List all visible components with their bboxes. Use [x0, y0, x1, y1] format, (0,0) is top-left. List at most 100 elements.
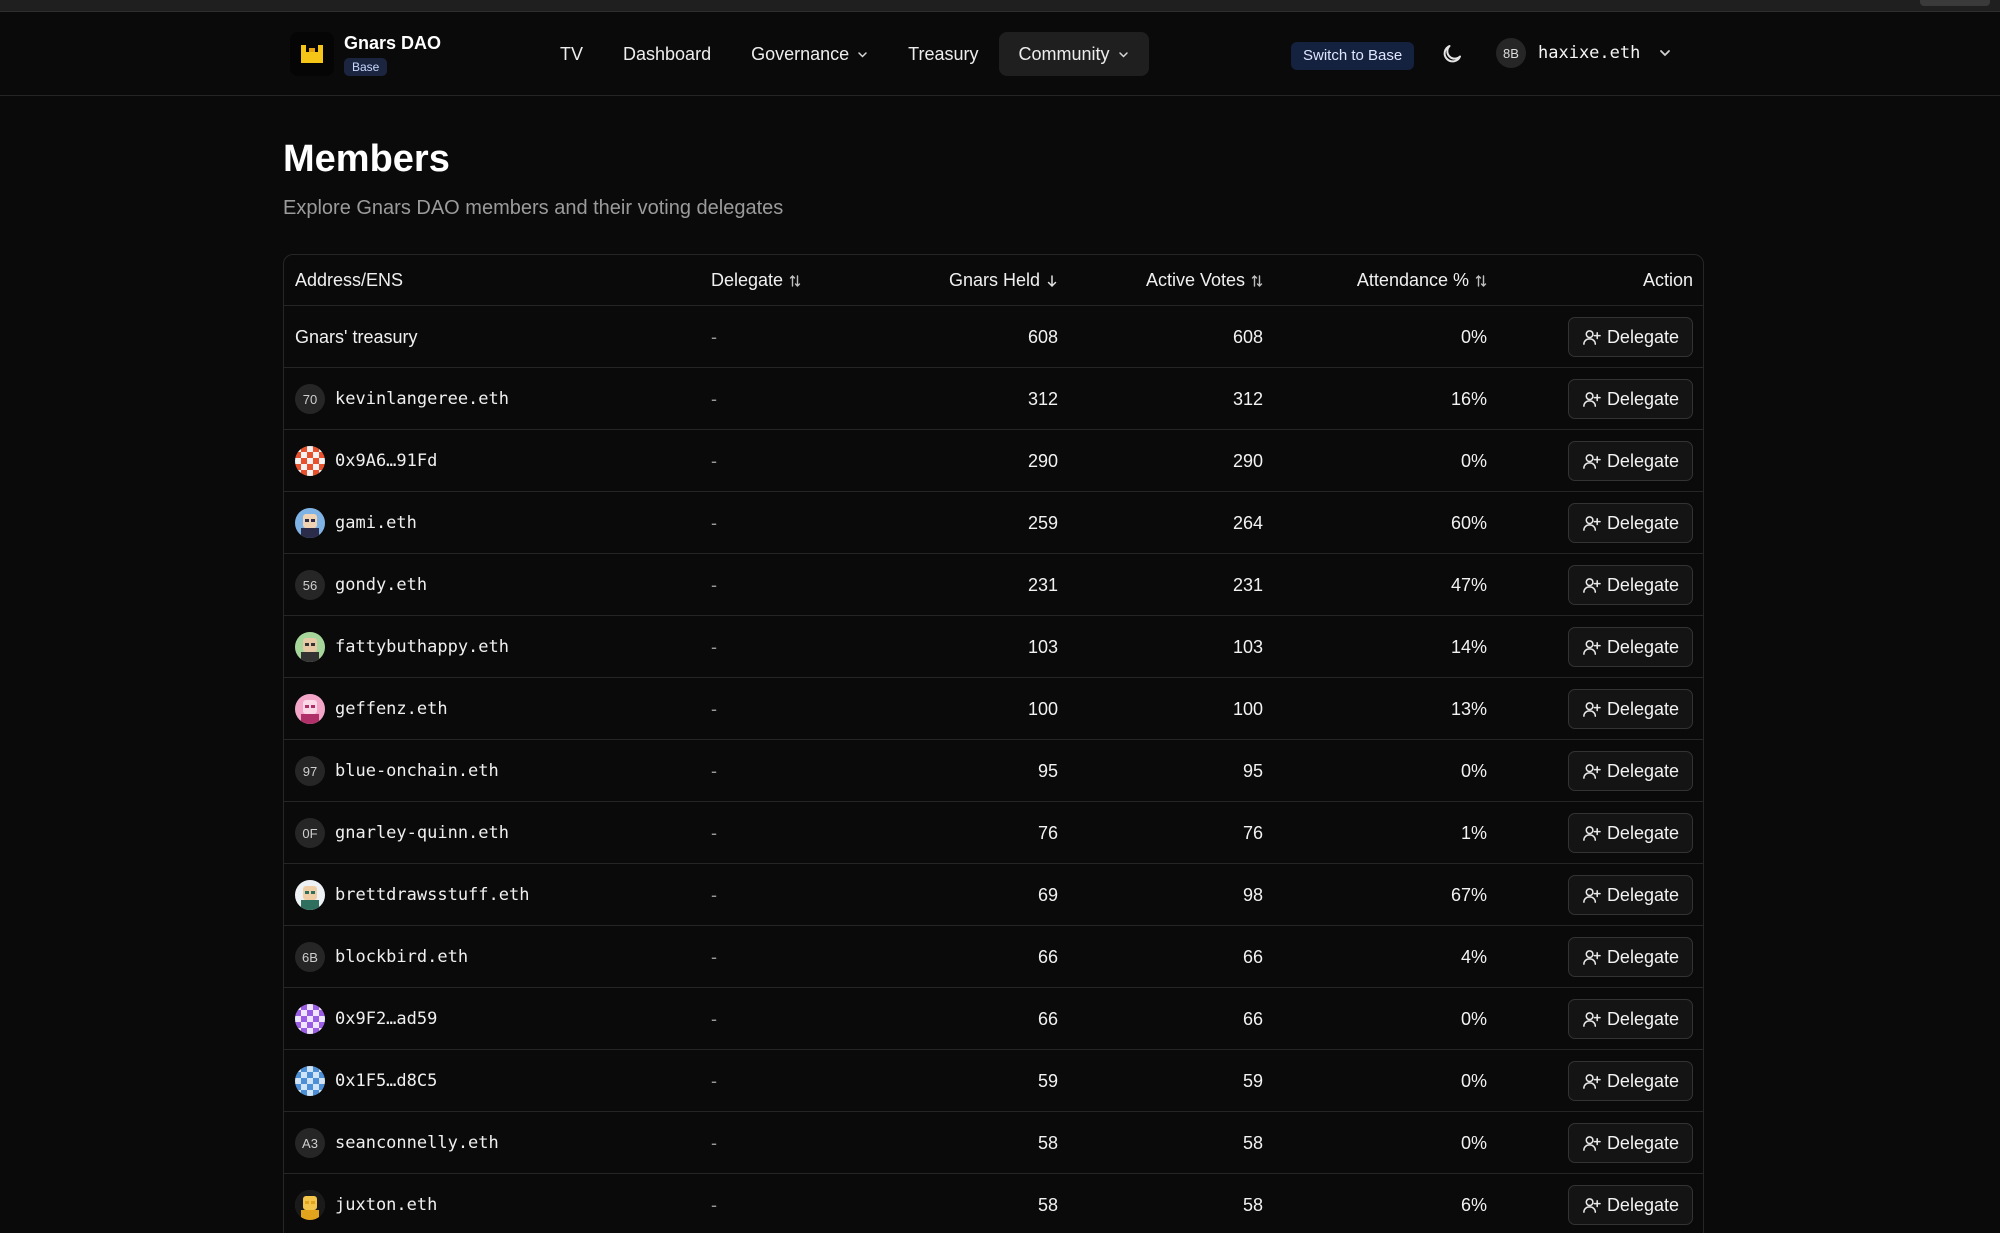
account-menu[interactable]: 8B haxixe.eth — [1496, 38, 1672, 68]
avatar — [295, 694, 325, 724]
attendance-cell: 0% — [1460, 1008, 1487, 1029]
table-row: 0x9A6…91Fd - 290 290 0% Delegate — [284, 430, 1703, 492]
chevron-down-icon — [1118, 51, 1128, 58]
gnars-held-cell: 66 — [1037, 1008, 1058, 1029]
table-row: 56 gondy.eth - 231 231 47% Delegate — [284, 554, 1703, 616]
delegate-button-label: Delegate — [1606, 946, 1679, 967]
user-plus-icon — [1583, 391, 1601, 407]
table-row: 0F gnarley-quinn.eth - 76 76 1% Delegate — [284, 802, 1703, 864]
delegate-button-label: Delegate — [1606, 760, 1679, 781]
address-cell[interactable]: fattybuthappy.eth — [295, 616, 509, 678]
delegate-button-label: Delegate — [1606, 1132, 1679, 1153]
attendance-cell: 67% — [1450, 884, 1487, 905]
delegate-button-label: Delegate — [1606, 884, 1679, 905]
delegate-button[interactable]: Delegate — [1567, 565, 1693, 605]
delegate-button[interactable]: Delegate — [1567, 317, 1693, 357]
attendance-cell: 13% — [1450, 698, 1487, 719]
active-votes-cell: 95 — [1242, 760, 1263, 781]
header-active-votes[interactable]: Active Votes — [1146, 255, 1263, 306]
user-plus-icon — [1583, 1135, 1601, 1151]
user-plus-icon — [1583, 639, 1601, 655]
address-cell[interactable]: gami.eth — [295, 492, 417, 554]
member-address: 0x9A6…91Fd — [335, 451, 438, 471]
sort-icon — [1251, 274, 1263, 287]
attendance-cell: 6% — [1460, 1194, 1487, 1215]
member-address: kevinlangeree.eth — [335, 389, 509, 409]
delegate-button[interactable]: Delegate — [1567, 503, 1693, 543]
delegate-button[interactable]: Delegate — [1567, 627, 1693, 667]
nav-item-treasury[interactable]: Treasury — [888, 32, 998, 76]
delegate-cell: - — [711, 1070, 717, 1091]
gnars-held-cell: 69 — [1037, 884, 1058, 905]
attendance-cell: 47% — [1450, 574, 1487, 595]
gnars-held-cell: 608 — [1027, 326, 1058, 347]
address-cell[interactable]: Gnars' treasury — [295, 306, 417, 368]
active-votes-cell: 66 — [1242, 1008, 1263, 1029]
gnars-held-cell: 58 — [1037, 1132, 1058, 1153]
avatar — [295, 508, 325, 538]
address-cell[interactable]: 56 gondy.eth — [295, 554, 427, 616]
delegate-cell: - — [711, 1008, 717, 1029]
delegate-button[interactable]: Delegate — [1567, 751, 1693, 791]
address-cell[interactable]: A3 seanconnelly.eth — [295, 1112, 499, 1174]
delegate-button[interactable]: Delegate — [1567, 875, 1693, 915]
nav-item-governance[interactable]: Governance — [731, 32, 888, 76]
main-nav: TV Dashboard Governance Treasury Community — [540, 32, 1149, 76]
active-votes-cell: 100 — [1232, 698, 1263, 719]
avatar: 97 — [295, 756, 325, 786]
action-cell: Delegate — [1567, 926, 1693, 988]
delegate-button[interactable]: Delegate — [1567, 1061, 1693, 1101]
address-cell[interactable]: 0x9A6…91Fd — [295, 430, 437, 492]
address-cell[interactable]: 0F gnarley-quinn.eth — [295, 802, 509, 864]
delegate-button[interactable]: Delegate — [1567, 689, 1693, 729]
address-cell[interactable]: 6B blockbird.eth — [295, 926, 468, 988]
delegate-button-label: Delegate — [1606, 388, 1679, 409]
scrollbar-thumb[interactable] — [1920, 0, 1990, 6]
header-delegate[interactable]: Delegate — [711, 255, 801, 306]
nav-item-dashboard[interactable]: Dashboard — [603, 32, 731, 76]
gnars-held-cell: 76 — [1037, 822, 1058, 843]
gnars-logo-icon — [290, 32, 334, 76]
member-address: brettdrawsstuff.eth — [335, 885, 530, 905]
delegate-button[interactable]: Delegate — [1567, 937, 1693, 977]
delegate-button[interactable]: Delegate — [1567, 379, 1693, 419]
header-gnars-held[interactable]: Gnars Held — [949, 255, 1058, 306]
delegate-button[interactable]: Delegate — [1567, 1123, 1693, 1163]
user-plus-icon — [1583, 1197, 1601, 1213]
moon-icon[interactable] — [1440, 42, 1464, 66]
delegate-button[interactable]: Delegate — [1567, 999, 1693, 1039]
address-cell[interactable]: 70 kevinlangeree.eth — [295, 368, 509, 430]
avatar: 6B — [295, 942, 325, 972]
address-cell[interactable]: juxton.eth — [295, 1174, 437, 1233]
address-cell[interactable]: brettdrawsstuff.eth — [295, 864, 529, 926]
sort-icon — [789, 274, 801, 287]
action-cell: Delegate — [1567, 616, 1693, 678]
attendance-cell: 14% — [1450, 636, 1487, 657]
address-cell[interactable]: 97 blue-onchain.eth — [295, 740, 499, 802]
nav-item-community[interactable]: Community — [998, 32, 1149, 76]
active-votes-cell: 290 — [1232, 450, 1263, 471]
address-cell[interactable]: geffenz.eth — [295, 678, 448, 740]
header-attendance[interactable]: Attendance % — [1357, 255, 1487, 306]
gnars-held-cell: 59 — [1037, 1070, 1058, 1091]
delegate-button[interactable]: Delegate — [1567, 1185, 1693, 1225]
account-name: haxixe.eth — [1538, 43, 1641, 63]
delegate-button-label: Delegate — [1606, 1070, 1679, 1091]
chevron-down-icon — [1660, 50, 1671, 57]
address-cell[interactable]: 0x9F2…ad59 — [295, 988, 437, 1050]
sort-down-icon — [1047, 274, 1057, 287]
table-row: brettdrawsstuff.eth - 69 98 67% Delegate — [284, 864, 1703, 926]
attendance-cell: 60% — [1450, 512, 1487, 533]
delegate-button[interactable]: Delegate — [1567, 813, 1693, 853]
delegate-cell: - — [711, 698, 717, 719]
switch-network-button[interactable]: Switch to Base — [1291, 42, 1415, 70]
address-cell[interactable]: 0x1F5…d8C5 — [295, 1050, 437, 1112]
avatar — [295, 446, 325, 476]
user-plus-icon — [1583, 825, 1601, 841]
attendance-cell: 0% — [1460, 1070, 1487, 1091]
active-votes-cell: 231 — [1232, 574, 1263, 595]
nav-item-tv[interactable]: TV — [540, 32, 603, 76]
brand[interactable]: Gnars DAO Base — [290, 32, 441, 76]
delegate-button[interactable]: Delegate — [1567, 441, 1693, 481]
nav-item-label: TV — [560, 44, 584, 64]
